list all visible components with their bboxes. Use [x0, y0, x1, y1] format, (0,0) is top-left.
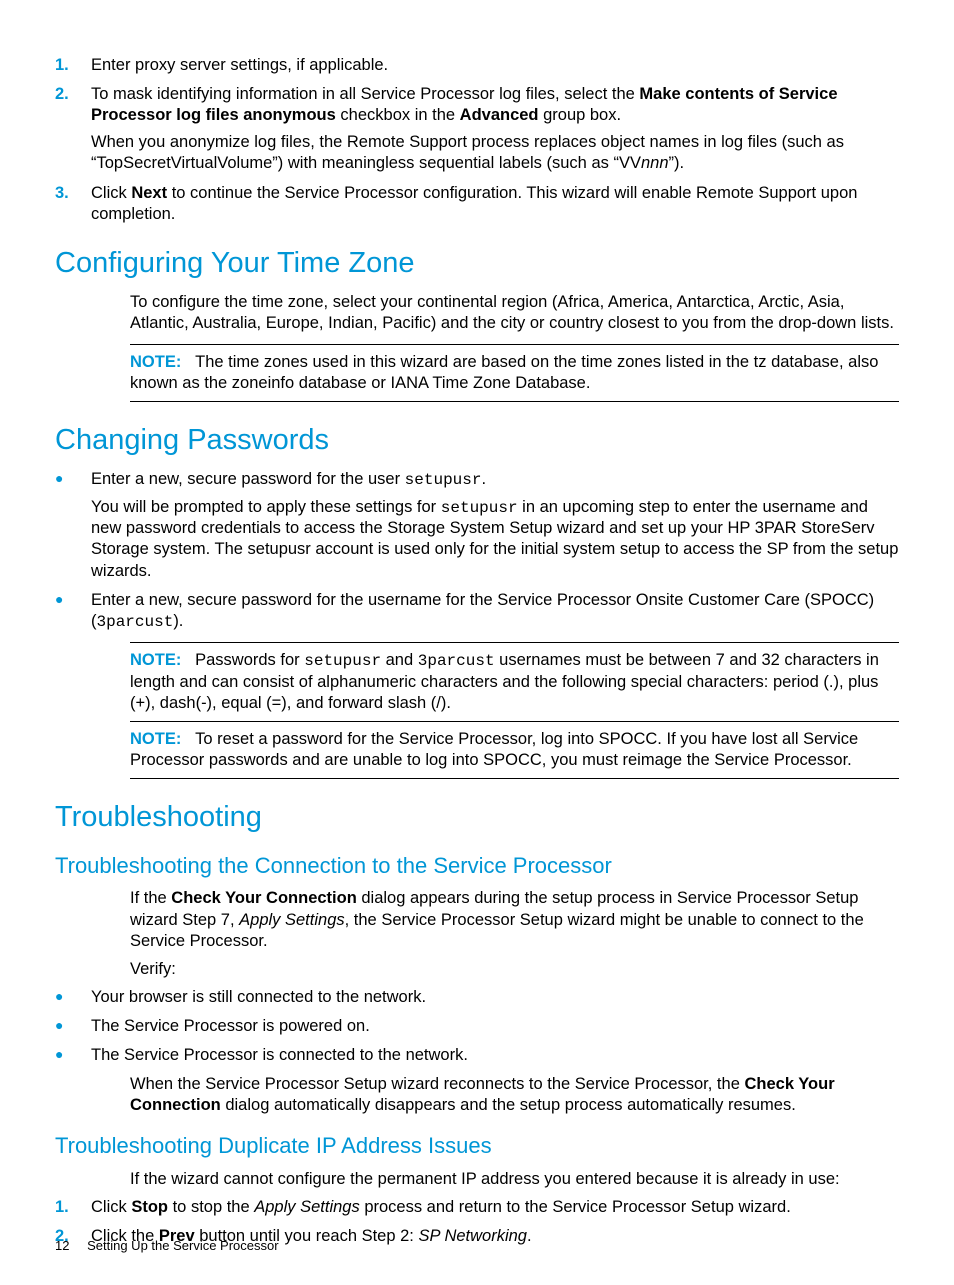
bullet-text: The Service Processor is connected to th… — [91, 1045, 899, 1066]
passwords-notes: NOTE: Passwords for setupusr and 3parcus… — [130, 642, 899, 779]
step-text: To mask identifying information in all S… — [91, 84, 899, 174]
bullet-paragraph: Enter a new, secure password for the use… — [91, 469, 899, 490]
step-number: 2. — [55, 84, 91, 105]
note-password-chars: NOTE: Passwords for setupusr and 3parcus… — [130, 642, 899, 722]
step-paragraph: Click Next to continue the Service Proce… — [91, 183, 899, 225]
bullet-item: ● The Service Processor is powered on. — [55, 1016, 899, 1037]
bullet-icon: ● — [55, 1016, 91, 1036]
bullet-item: ● Enter a new, secure password for the u… — [55, 469, 899, 581]
bullet-text: Enter a new, secure password for the use… — [91, 469, 899, 581]
footer-chapter: Setting Up the Service Processor — [87, 1238, 278, 1253]
page-footer: 12 Setting Up the Service Processor — [55, 1238, 279, 1255]
step-number: 1. — [55, 1197, 91, 1218]
bullet-text: Your browser is still connected to the n… — [91, 987, 899, 1008]
step-3: 3. Click Next to continue the Service Pr… — [55, 183, 899, 225]
timezone-body: To configure the time zone, select your … — [130, 292, 899, 402]
bullet-item: ● Your browser is still connected to the… — [55, 987, 899, 1008]
note-text: Passwords for setupusr and 3parcust user… — [130, 651, 879, 712]
step-1: 1. Click Stop to stop the Apply Settings… — [55, 1197, 899, 1218]
paragraph: To configure the time zone, select your … — [130, 292, 899, 334]
step-text: Click Next to continue the Service Proce… — [91, 183, 899, 225]
step-paragraph: Enter proxy server settings, if applicab… — [91, 55, 899, 76]
note-text: To reset a password for the Service Proc… — [130, 730, 858, 769]
note-password-reset: NOTE: To reset a password for the Servic… — [130, 722, 899, 779]
step-2: 2. To mask identifying information in al… — [55, 84, 899, 174]
step-number: 3. — [55, 183, 91, 204]
note-label: NOTE: — [130, 651, 181, 669]
note-timezone: NOTE: The time zones used in this wizard… — [130, 344, 899, 402]
note-text: The time zones used in this wizard are b… — [130, 353, 878, 392]
bullet-item: ● Enter a new, secure password for the u… — [55, 590, 899, 633]
bullet-paragraph: You will be prompted to apply these sett… — [91, 497, 899, 582]
step-text: Click Stop to stop the Apply Settings pr… — [91, 1197, 899, 1218]
heading-troubleshooting-connection: Troubleshooting the Connection to the Se… — [55, 852, 899, 880]
bullet-icon: ● — [55, 469, 91, 489]
step-text: Enter proxy server settings, if applicab… — [91, 55, 899, 76]
step-1: 1. Enter proxy server settings, if appli… — [55, 55, 899, 76]
heading-troubleshooting: Troubleshooting — [55, 799, 899, 836]
note-label: NOTE: — [130, 730, 181, 748]
bullet-icon: ● — [55, 590, 91, 610]
step-paragraph: When you anonymize log files, the Remote… — [91, 132, 899, 174]
verify-label: Verify: — [130, 959, 899, 980]
paragraph: When the Service Processor Setup wizard … — [130, 1074, 899, 1116]
passwords-bullets: ● Enter a new, secure password for the u… — [55, 469, 899, 632]
paragraph: If the wizard cannot configure the perma… — [130, 1169, 899, 1190]
troubleshooting-connection-body2: When the Service Processor Setup wizard … — [130, 1074, 899, 1116]
heading-timezone: Configuring Your Time Zone — [55, 245, 899, 282]
troubleshooting-connection-body: If the Check Your Connection dialog appe… — [130, 888, 899, 979]
page: 1. Enter proxy server settings, if appli… — [0, 0, 954, 1285]
bullet-item: ● The Service Processor is connected to … — [55, 1045, 899, 1066]
bullet-text: Enter a new, secure password for the use… — [91, 590, 899, 633]
bullet-text: The Service Processor is powered on. — [91, 1016, 899, 1037]
heading-passwords: Changing Passwords — [55, 422, 899, 459]
bullet-icon: ● — [55, 1045, 91, 1065]
bullet-paragraph: Enter a new, secure password for the use… — [91, 590, 899, 633]
paragraph: If the Check Your Connection dialog appe… — [130, 888, 899, 951]
step-number: 1. — [55, 55, 91, 76]
verify-bullets: ● Your browser is still connected to the… — [55, 987, 899, 1066]
page-number: 12 — [55, 1238, 69, 1253]
step-paragraph: To mask identifying information in all S… — [91, 84, 899, 126]
troubleshooting-duplicate-body: If the wizard cannot configure the perma… — [130, 1169, 899, 1190]
intro-steps-list: 1. Enter proxy server settings, if appli… — [55, 55, 899, 225]
heading-troubleshooting-duplicate-ip: Troubleshooting Duplicate IP Address Iss… — [55, 1132, 899, 1160]
note-label: NOTE: — [130, 353, 181, 371]
bullet-icon: ● — [55, 987, 91, 1007]
